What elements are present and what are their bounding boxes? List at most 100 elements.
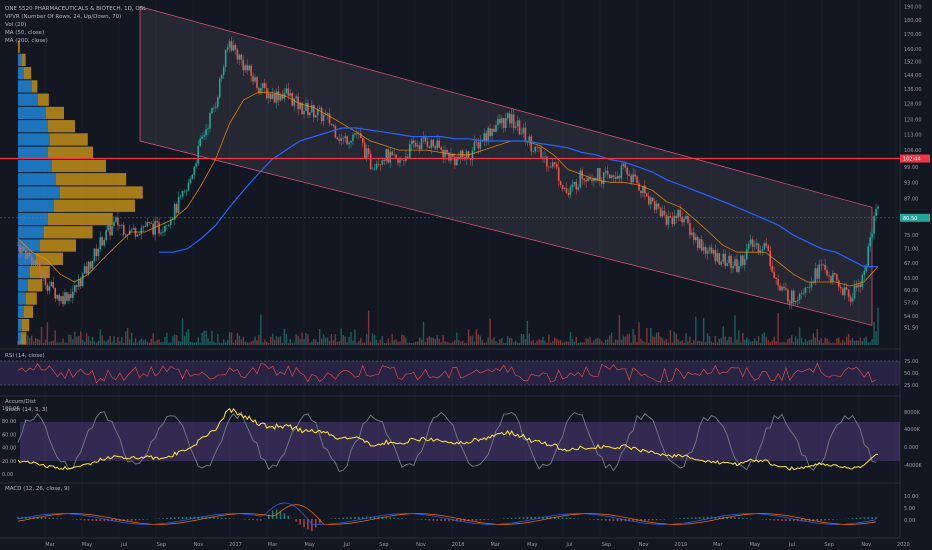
candle-body xyxy=(342,138,344,139)
volume-bar xyxy=(179,341,182,345)
time-tick-label: Nov xyxy=(861,542,871,548)
volume-bar xyxy=(869,342,871,345)
candle-body xyxy=(195,163,198,167)
candle-body xyxy=(203,135,205,137)
volume-bar xyxy=(346,342,348,345)
candle-body xyxy=(44,273,47,285)
volume-bar xyxy=(78,335,80,345)
volume-bar xyxy=(765,337,768,345)
legend-vpvr[interactable]: VPVR (Number Of Rows, 24, Up/Down, 70) xyxy=(5,14,121,20)
macd-histogram-bar xyxy=(346,517,348,519)
vpvr-down-bar xyxy=(28,279,43,292)
candle-body xyxy=(410,140,413,145)
volume-bar xyxy=(583,342,585,345)
candle-body xyxy=(303,110,305,115)
candle-body xyxy=(567,192,570,195)
candle-body xyxy=(260,88,262,94)
candle-body xyxy=(747,244,750,250)
macd-histogram-bar xyxy=(706,516,709,519)
candle-body xyxy=(168,225,170,226)
time-tick-label: Mar xyxy=(45,542,55,548)
price-tick-label: 120.00 xyxy=(904,118,922,124)
volume-bar xyxy=(344,336,346,345)
volume-bar xyxy=(675,333,677,345)
macd-histogram-bar xyxy=(224,517,227,519)
candle-body xyxy=(136,235,139,237)
accum-tick-label: -4000K xyxy=(904,463,923,469)
price-tick-label: 128.00 xyxy=(904,102,922,108)
macd-histogram-bar xyxy=(616,519,619,522)
macd-histogram-bar xyxy=(863,517,866,519)
legend-vol[interactable]: Vol (20) xyxy=(5,22,26,28)
macd-histogram-bar xyxy=(217,517,219,519)
candle-body xyxy=(483,133,486,142)
volume-bar xyxy=(624,336,626,345)
price-axis[interactable]: 190.00 180.00 170.00 160.00 152.00 144.00 136.… xyxy=(904,5,922,332)
vpvr-down-bar xyxy=(50,133,88,146)
volume-bar xyxy=(242,337,244,345)
price-tick-label: 51.50 xyxy=(904,326,918,332)
candle-body xyxy=(275,91,278,103)
candle-body xyxy=(369,153,372,169)
time-tick-label: Jul xyxy=(788,542,795,548)
vpvr-up-bar xyxy=(18,332,21,345)
macd-histogram-bar xyxy=(644,519,646,521)
candle-body xyxy=(740,255,742,267)
candle-body xyxy=(170,219,172,226)
volume-bar xyxy=(708,336,711,345)
candle-body xyxy=(553,162,556,165)
volume-bar xyxy=(726,340,728,345)
rsi-title[interactable]: RSI (14, close) xyxy=(5,353,45,359)
volume-bar xyxy=(199,342,201,345)
accum-title[interactable]: Accum/Dist xyxy=(5,399,37,405)
candle-body xyxy=(113,221,115,227)
main-price-pane[interactable] xyxy=(0,0,900,538)
volume-bar xyxy=(865,336,867,345)
candle-body xyxy=(450,153,452,161)
macd-histogram-bar xyxy=(483,519,486,521)
candle-body xyxy=(691,232,693,236)
volume-bar xyxy=(871,339,873,345)
stoch-pane[interactable]: Accum/Dist Stoch (14, 3, 3) xyxy=(5,399,900,473)
rsi-pane[interactable]: RSI (14, close) xyxy=(0,353,900,386)
macd-histogram-bar xyxy=(816,519,819,521)
price-marker xyxy=(900,154,930,163)
volume-bar xyxy=(589,337,591,345)
stoch-title[interactable]: Stoch (14, 3, 3) xyxy=(5,407,48,413)
volume-bar xyxy=(777,313,779,345)
candle-body xyxy=(62,296,64,305)
volume-bar xyxy=(217,334,219,345)
macd-histogram-bar xyxy=(467,519,470,522)
macd-histogram-bar xyxy=(691,517,693,519)
candle-body xyxy=(403,160,405,161)
macd-title[interactable]: MACD (12, 26, close, 9) xyxy=(5,486,70,492)
legend-ma50[interactable]: MA (50, close) xyxy=(5,30,44,36)
candle-body xyxy=(853,285,856,299)
volume-bar xyxy=(407,342,409,345)
candle-body xyxy=(256,77,258,89)
volume-bar xyxy=(191,342,194,345)
volume-bar xyxy=(448,342,450,345)
time-axis[interactable]: Mar May Jul Sep Nov 2017 Mar May Jul Sep Nov 2018 Ma… xyxy=(45,542,909,548)
volume-bar xyxy=(244,341,246,345)
candle-body xyxy=(714,249,717,262)
candle-body xyxy=(401,159,403,161)
macd-histogram-bar xyxy=(99,519,102,522)
legend-ma200[interactable]: MA (200, close) xyxy=(5,38,48,44)
candle-body xyxy=(201,136,203,139)
volume-bar xyxy=(851,337,854,345)
volume-bar xyxy=(132,342,135,345)
volume-bar xyxy=(704,342,707,345)
candle-body xyxy=(320,107,323,122)
candle-body xyxy=(365,148,368,158)
price-tick-label: 180.00 xyxy=(904,18,922,24)
volume-bar xyxy=(356,342,358,345)
candle-body xyxy=(616,176,619,179)
candle-body xyxy=(309,112,311,116)
vpvr-up-bar xyxy=(18,133,50,146)
macd-histogram-bar xyxy=(534,516,536,519)
candle-body xyxy=(152,223,154,235)
volume-bar xyxy=(97,340,100,345)
legend-symbol[interactable]: ONE 5520 PHARMACEUTICALS & BIOTECH, 1D, … xyxy=(5,6,147,12)
macd-pane[interactable]: MACD (12, 26, close, 9) xyxy=(5,486,877,532)
